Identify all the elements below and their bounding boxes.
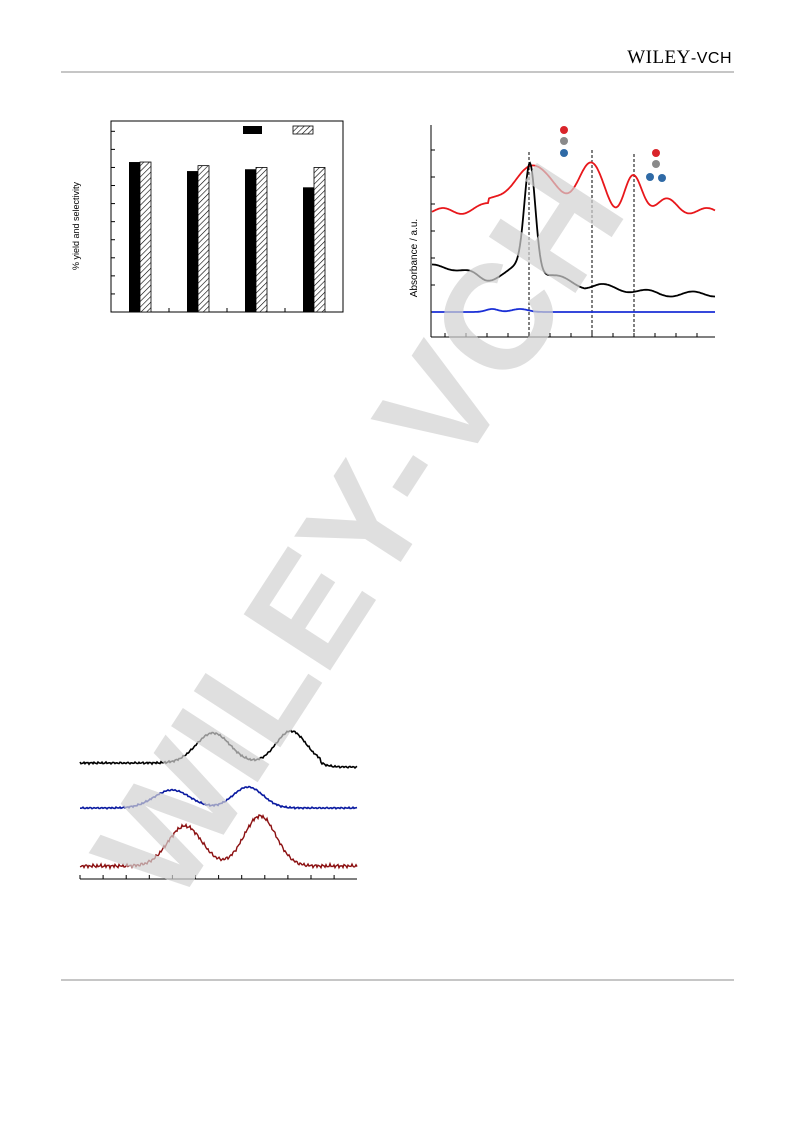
ir-series-blue — [432, 308, 715, 313]
ir-series-black — [432, 161, 715, 298]
ir-spectra-chart: Absorbance / a.u. — [409, 125, 716, 338]
linear-co-molecule-icon — [560, 126, 568, 157]
bar-yield — [245, 169, 256, 312]
publisher-logo: WILEY-VCH — [627, 47, 732, 69]
bar-selectivity — [255, 167, 268, 313]
ir-axis-ticks — [431, 149, 698, 337]
bar-yield — [187, 171, 198, 312]
bar-y-ticks — [111, 130, 115, 313]
lower-spectra-chart — [79, 729, 358, 880]
footer-rule — [61, 979, 734, 981]
brand-vch: -VCH — [690, 50, 732, 67]
lower-series-maroon — [79, 814, 358, 871]
header-rule — [61, 71, 734, 73]
lower-x-ticks — [79, 875, 335, 879]
bar-chart: % yield and selectivity — [71, 120, 344, 313]
ir-series-red — [431, 161, 716, 215]
bar-marks — [129, 161, 326, 313]
ir-y-label: Absorbance / a.u. — [409, 219, 420, 297]
bar-selectivity — [313, 167, 326, 313]
legend-swatch-selectivity — [292, 125, 314, 135]
bar-yield — [129, 162, 140, 312]
lower-series-black — [79, 729, 358, 770]
brand-wiley: WILEY — [627, 47, 691, 68]
bar-x-ticks — [110, 308, 344, 312]
lower-series-navy — [80, 785, 358, 810]
bar-y-label: % yield and selectivity — [71, 181, 81, 270]
bridged-co-molecule-icon — [646, 149, 666, 182]
bar-selectivity — [139, 161, 152, 313]
bar-yield — [303, 187, 314, 312]
legend-swatch-yield — [243, 126, 262, 134]
bar-selectivity — [197, 165, 210, 313]
